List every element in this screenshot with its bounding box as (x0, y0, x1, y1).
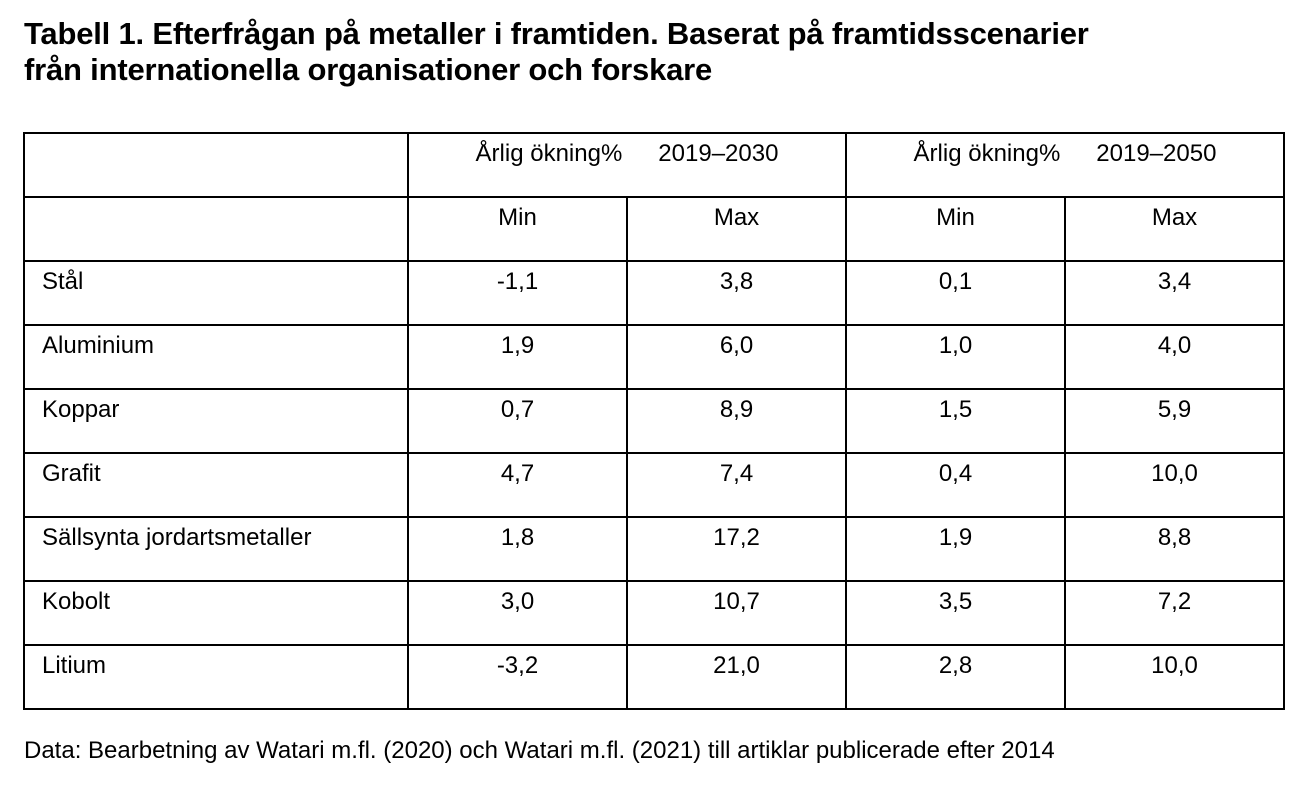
table-row: Aluminium 1,9 6,0 1,0 4,0 (23, 324, 1285, 390)
value-cell: 1,9 (845, 516, 1066, 582)
table-row: Koppar 0,7 8,9 1,5 5,9 (23, 388, 1285, 454)
value-cell: 3,0 (407, 580, 628, 646)
table-corner-cell (23, 196, 409, 262)
value-cell: 3,5 (845, 580, 1066, 646)
row-label-cell: Stål (23, 260, 409, 326)
value-cell: 10,0 (1064, 644, 1285, 710)
row-label-cell: Sällsynta jordartsmetaller (23, 516, 409, 582)
value-cell: 1,5 (845, 388, 1066, 454)
title-line-1: Tabell 1. Efterfrågan på metaller i fram… (24, 16, 1089, 51)
group-header-2050: Årlig ökning% 2019–2050 (845, 132, 1285, 198)
value-cell: 21,0 (626, 644, 847, 710)
value-cell: 7,2 (1064, 580, 1285, 646)
value-cell: 2,8 (845, 644, 1066, 710)
value-cell: -1,1 (407, 260, 628, 326)
value-cell: 6,0 (626, 324, 847, 390)
value-cell: 4,7 (407, 452, 628, 518)
value-cell: 1,8 (407, 516, 628, 582)
column-header: Min (407, 196, 628, 262)
value-cell: 10,7 (626, 580, 847, 646)
value-cell: 3,4 (1064, 260, 1285, 326)
value-cell: 17,2 (626, 516, 847, 582)
group-header-label: Årlig ökning% (475, 140, 623, 167)
table-row: Kobolt 3,0 10,7 3,5 7,2 (23, 580, 1285, 646)
value-cell: 7,4 (626, 452, 847, 518)
column-header: Min (845, 196, 1066, 262)
row-label-cell: Koppar (23, 388, 409, 454)
source-note: Data: Bearbetning av Watari m.fl. (2020)… (24, 737, 1055, 764)
value-cell: 0,4 (845, 452, 1066, 518)
value-cell: 5,9 (1064, 388, 1285, 454)
table-group-header-row: Årlig ökning% 2019–2030 Årlig ökning% 20… (23, 132, 1285, 198)
group-header-2030: Årlig ökning% 2019–2030 (407, 132, 847, 198)
table-body: Årlig ökning% 2019–2030 Årlig ökning% 20… (23, 132, 1285, 710)
value-cell: -3,2 (407, 644, 628, 710)
row-label-cell: Kobolt (23, 580, 409, 646)
metal-demand-table: Årlig ökning% 2019–2030 Årlig ökning% 20… (23, 132, 1285, 710)
value-cell: 8,8 (1064, 516, 1285, 582)
title-line-2: från internationella organisationer och … (24, 52, 713, 87)
value-cell: 3,8 (626, 260, 847, 326)
table-corner-cell (23, 132, 409, 198)
group-header-period: 2019–2050 (1096, 140, 1217, 167)
table-sub-header-row: Min Max Min Max (23, 196, 1285, 262)
value-cell: 10,0 (1064, 452, 1285, 518)
row-label-cell: Litium (23, 644, 409, 710)
value-cell: 1,0 (845, 324, 1066, 390)
table-row: Stål -1,1 3,8 0,1 3,4 (23, 260, 1285, 326)
column-header: Max (626, 196, 847, 262)
page-title: Tabell 1. Efterfrågan på metaller i fram… (24, 16, 1284, 88)
column-header: Max (1064, 196, 1285, 262)
group-header-label: Årlig ökning% (913, 140, 1061, 167)
value-cell: 8,9 (626, 388, 847, 454)
value-cell: 1,9 (407, 324, 628, 390)
value-cell: 0,1 (845, 260, 1066, 326)
table-row: Litium -3,2 21,0 2,8 10,0 (23, 644, 1285, 710)
row-label-cell: Aluminium (23, 324, 409, 390)
row-label-cell: Grafit (23, 452, 409, 518)
table-row: Grafit 4,7 7,4 0,4 10,0 (23, 452, 1285, 518)
value-cell: 0,7 (407, 388, 628, 454)
value-cell: 4,0 (1064, 324, 1285, 390)
group-header-period: 2019–2030 (658, 140, 779, 167)
table-row: Sällsynta jordartsmetaller 1,8 17,2 1,9 8,8 (23, 516, 1285, 582)
